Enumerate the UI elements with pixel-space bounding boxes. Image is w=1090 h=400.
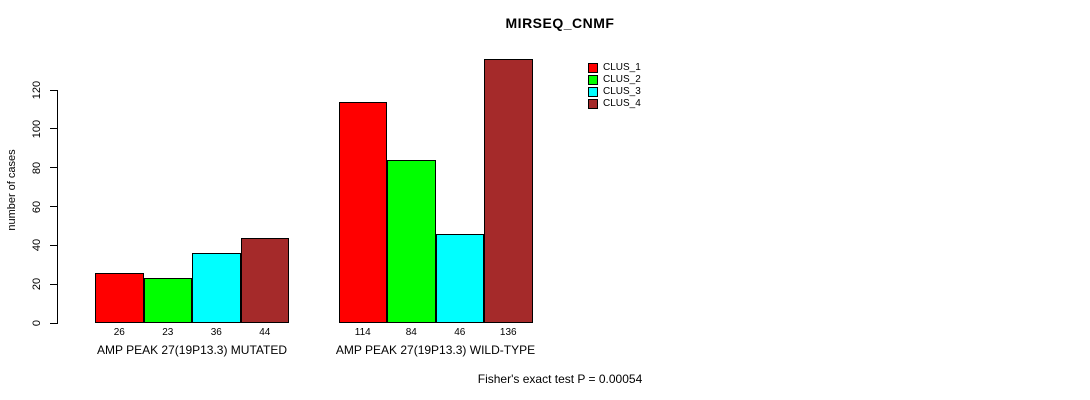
bar-clus_2-group1 <box>143 278 192 323</box>
y-axis-tick <box>50 322 57 324</box>
y-axis-line <box>57 90 58 324</box>
bar-clus_3-group1 <box>192 253 241 323</box>
y-axis-tick <box>50 283 57 285</box>
legend-label: CLUS_1 <box>603 62 641 73</box>
legend-label: CLUS_2 <box>603 74 641 85</box>
bar-clus_1-group1 <box>95 272 144 323</box>
bar-value-label: 44 <box>259 327 271 338</box>
legend-item-clus_1: CLUS_1 <box>588 62 641 74</box>
y-axis-tick <box>50 167 57 169</box>
bar-value-label: 136 <box>499 327 517 338</box>
y-axis-tick-label: 20 <box>31 278 43 291</box>
y-axis-tick <box>50 128 57 130</box>
bar-value-label: 23 <box>162 327 174 338</box>
bar-value-label: 114 <box>354 327 371 338</box>
y-axis-tick <box>50 206 57 207</box>
legend-label: CLUS_4 <box>603 98 641 109</box>
y-axis-tick-label: 60 <box>31 200 43 213</box>
bar-clus_3-group2 <box>435 233 484 323</box>
bar-clus_4-group2 <box>484 58 533 323</box>
legend-swatch-clus_3 <box>588 87 598 97</box>
chart-title: MIRSEQ_CNMF <box>505 15 615 31</box>
legend-item-clus_3: CLUS_3 <box>588 86 641 98</box>
y-axis-tick-label: 100 <box>31 119 43 139</box>
bar-value-label: 36 <box>210 327 222 338</box>
bar-clus_1-group2 <box>338 101 387 323</box>
legend-swatch-clus_4 <box>588 99 598 109</box>
bar-clus_4-group1 <box>240 237 289 323</box>
legend-swatch-clus_1 <box>588 63 598 73</box>
bar-value-label: 84 <box>405 327 417 338</box>
y-axis-tick-label: 40 <box>31 239 43 252</box>
bar-clus_2-group2 <box>387 159 436 323</box>
y-axis-tick-label: 80 <box>31 161 43 174</box>
legend-item-clus_4: CLUS_4 <box>588 98 641 110</box>
y-axis-tick-label: 120 <box>31 80 43 100</box>
bar-value-label: 46 <box>454 327 466 338</box>
legend: CLUS_1 CLUS_2 CLUS_3 CLUS_4 <box>588 62 641 110</box>
legend-label: CLUS_3 <box>603 86 641 97</box>
fisher-test-annotation: Fisher's exact test P = 0.00054 <box>477 372 643 386</box>
y-axis-tick <box>50 89 57 91</box>
y-axis-tick-label: 0 <box>31 319 43 327</box>
legend-swatch-clus_2 <box>588 75 598 85</box>
group-label: AMP PEAK 27(19P13.3) WILD-TYPE <box>335 343 536 357</box>
bar-value-label: 26 <box>113 327 125 338</box>
group-label: AMP PEAK 27(19P13.3) MUTATED <box>96 343 288 357</box>
y-axis-tick <box>50 244 57 246</box>
legend-item-clus_2: CLUS_2 <box>588 74 641 86</box>
